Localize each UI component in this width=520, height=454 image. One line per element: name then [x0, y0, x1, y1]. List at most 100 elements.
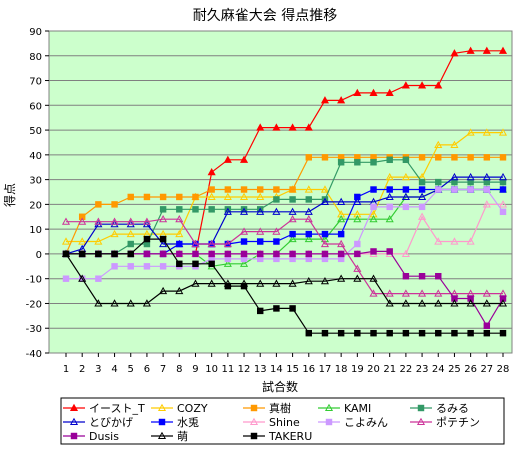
data-point	[434, 299, 443, 307]
legend-box	[60, 397, 505, 445]
legend-label: とびかげ	[89, 416, 133, 429]
data-point	[192, 206, 199, 213]
data-point	[143, 235, 151, 243]
data-point	[369, 274, 378, 282]
y-axis-label: 得点	[2, 183, 17, 207]
legend-marker	[158, 418, 166, 426]
data-point	[159, 193, 167, 201]
data-point	[354, 193, 361, 201]
legend-marker	[69, 417, 79, 426]
data-point	[418, 154, 426, 161]
data-point	[61, 217, 71, 225]
data-point	[466, 299, 475, 307]
data-point	[466, 237, 475, 245]
data-point	[175, 286, 184, 295]
data-point	[466, 128, 475, 136]
data-point	[370, 329, 377, 337]
data-point	[304, 276, 313, 285]
data-point	[385, 192, 394, 201]
data-point	[370, 186, 377, 193]
data-point	[337, 274, 346, 282]
series-line	[66, 132, 503, 243]
data-point	[176, 260, 183, 268]
y-tick-label: -40	[26, 349, 42, 360]
data-point	[94, 217, 103, 225]
data-point	[369, 289, 378, 297]
legend-marker	[416, 417, 426, 426]
data-point	[385, 88, 394, 96]
chart-title: 耐久麻雀大会 得点推移	[193, 7, 337, 24]
data-point	[159, 239, 168, 248]
data-point	[305, 329, 312, 337]
legend-marker	[417, 404, 425, 412]
y-tick-label: 30	[29, 176, 42, 187]
x-tick-label: 14	[270, 364, 283, 375]
x-tick-label: 4	[111, 364, 117, 375]
data-point	[239, 207, 249, 215]
x-tick-label: 5	[128, 364, 134, 375]
data-point	[450, 237, 459, 245]
series-line	[66, 159, 503, 255]
data-point	[498, 299, 508, 307]
data-point	[240, 250, 248, 258]
data-point	[192, 260, 199, 268]
data-point	[223, 259, 232, 267]
data-point	[95, 201, 102, 208]
data-point	[402, 272, 410, 280]
data-point	[483, 154, 491, 161]
y-tick-label: 50	[29, 126, 42, 137]
data-point	[435, 186, 442, 193]
data-point	[127, 250, 134, 258]
series-line	[66, 218, 503, 295]
data-point	[450, 49, 459, 57]
series-8	[62, 186, 507, 282]
x-tick-label: 1	[63, 364, 69, 375]
series-line	[65, 253, 503, 305]
data-point	[305, 154, 312, 161]
data-point	[273, 196, 280, 203]
x-tick-label: 25	[448, 364, 461, 375]
data-point	[353, 215, 362, 223]
data-point	[418, 289, 427, 297]
data-point	[435, 272, 442, 280]
data-point	[272, 123, 281, 131]
data-point	[354, 329, 361, 337]
data-point	[288, 279, 297, 287]
data-point	[401, 289, 410, 297]
legend-label: 真樹	[269, 401, 291, 415]
y-tick-label: 20	[29, 200, 42, 211]
data-point	[370, 248, 377, 255]
data-point	[451, 154, 458, 161]
data-point	[418, 212, 427, 220]
data-point	[467, 186, 474, 193]
data-point	[110, 217, 119, 225]
y-tick-label: 70	[29, 77, 42, 88]
series-line	[65, 176, 503, 255]
legend-marker	[70, 432, 78, 440]
y-tick-label: 10	[29, 225, 42, 236]
legend-label: KAMI	[344, 402, 371, 415]
data-point	[451, 329, 458, 337]
data-point	[111, 201, 118, 208]
x-tick-label: 2	[79, 364, 85, 375]
data-point	[239, 259, 249, 267]
x-tick-label: 6	[144, 364, 150, 375]
series-12	[62, 235, 507, 337]
data-point	[257, 307, 264, 315]
data-point	[239, 227, 249, 235]
data-point	[223, 207, 232, 215]
data-point	[143, 193, 151, 201]
data-point	[224, 282, 232, 290]
data-point	[401, 192, 410, 201]
data-point	[239, 155, 249, 163]
data-point	[143, 250, 151, 258]
data-point	[273, 186, 280, 193]
data-point	[175, 215, 184, 223]
data-point	[483, 186, 491, 193]
data-point	[354, 250, 361, 258]
data-point	[240, 238, 248, 245]
data-point	[482, 289, 491, 297]
data-point	[223, 155, 232, 163]
x-tick-label: 26	[464, 364, 477, 375]
y-tick-label: 40	[29, 151, 42, 162]
